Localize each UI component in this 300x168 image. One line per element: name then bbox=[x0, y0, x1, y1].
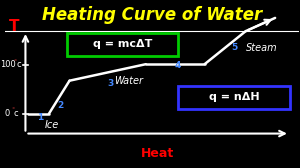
Text: c: c bbox=[14, 109, 18, 118]
Text: °: ° bbox=[14, 59, 17, 64]
Text: 4: 4 bbox=[175, 61, 181, 70]
Text: °: ° bbox=[11, 107, 14, 112]
Text: 100: 100 bbox=[1, 60, 16, 70]
Text: 5: 5 bbox=[231, 43, 237, 52]
Text: c: c bbox=[16, 60, 21, 70]
Text: Heating Curve of Water: Heating Curve of Water bbox=[42, 6, 262, 24]
Text: Heat: Heat bbox=[141, 147, 174, 160]
Text: Steam: Steam bbox=[246, 43, 278, 53]
Text: 1: 1 bbox=[37, 113, 43, 121]
Text: Ice: Ice bbox=[45, 120, 59, 130]
Text: q = nΔH: q = nΔH bbox=[209, 92, 259, 102]
FancyBboxPatch shape bbox=[67, 33, 178, 56]
Text: Water: Water bbox=[114, 76, 143, 86]
Text: q = mcΔT: q = mcΔT bbox=[93, 39, 152, 49]
Text: 3: 3 bbox=[107, 79, 114, 89]
FancyBboxPatch shape bbox=[178, 86, 290, 109]
Text: 2: 2 bbox=[58, 101, 64, 110]
Text: T: T bbox=[8, 19, 19, 34]
Text: 0: 0 bbox=[5, 109, 10, 118]
